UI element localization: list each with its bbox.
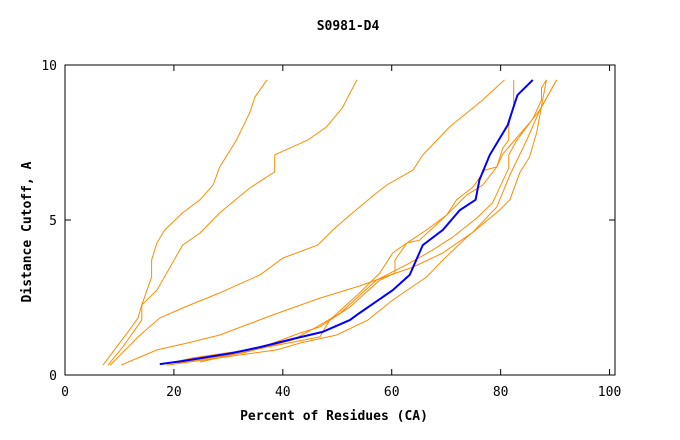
x-tick-label: 60 (384, 385, 400, 400)
x-tick-label: 80 (493, 385, 509, 400)
series-line-highlight (159, 79, 534, 366)
x-tick-label: 100 (598, 385, 621, 400)
x-tick-label: 20 (166, 385, 182, 400)
series-line-2 (109, 79, 505, 366)
y-tick-label: 5 (49, 214, 57, 229)
chart-title: S0981-D4 (317, 19, 380, 34)
x-tick-label: 40 (275, 385, 291, 400)
ticks-layer: 0 20 40 60 80 100 0 5 10 (41, 59, 621, 400)
series-line-5 (169, 79, 515, 364)
x-tick-label: 0 (61, 385, 69, 400)
series-line-7 (199, 79, 558, 363)
y-tick-label: 10 (41, 59, 57, 74)
series-line-4 (166, 79, 547, 366)
series-layer (102, 79, 558, 366)
series-line-0 (102, 79, 268, 366)
x-axis-label: Percent of Residues (CA) (240, 409, 428, 424)
y-tick-label: 0 (49, 369, 57, 384)
series-line-6 (177, 79, 547, 364)
series-line-3 (120, 79, 558, 366)
y-axis-label: Distance Cutoff, A (20, 161, 35, 302)
series-line-1 (107, 79, 358, 366)
